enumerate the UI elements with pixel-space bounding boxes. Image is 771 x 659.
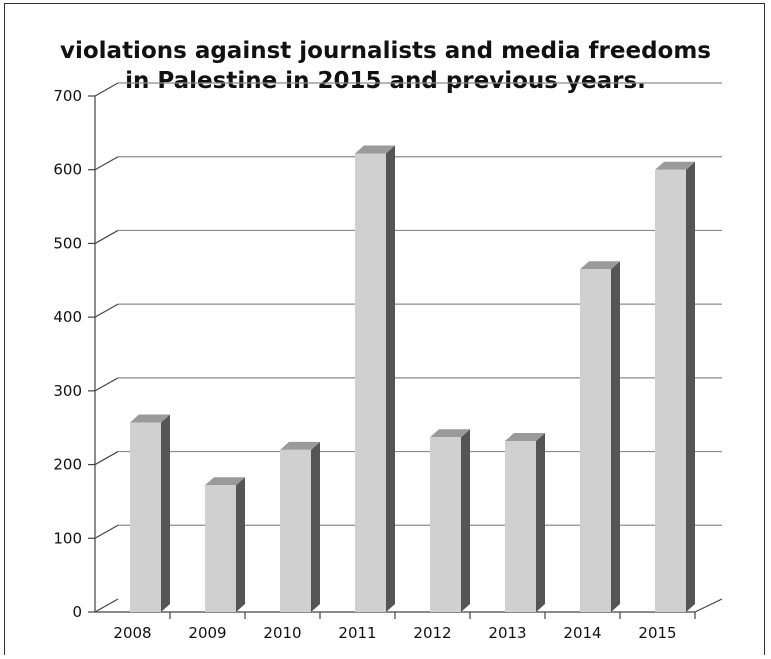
- chart-title-line-2: in Palestine in 2015 and previous years.: [125, 68, 646, 94]
- gridline-depth: [94, 377, 119, 392]
- bar-top: [130, 414, 170, 423]
- x-tick-label: 2009: [188, 624, 226, 642]
- bar-top: [580, 261, 620, 270]
- chart-title: violations against journalists and media…: [0, 36, 771, 96]
- x-tick-label: 2011: [338, 624, 376, 642]
- y-tick-label: 500: [53, 234, 82, 252]
- chart-frame: [4, 3, 765, 655]
- bar-front: [205, 485, 236, 612]
- bar-front: [355, 153, 386, 613]
- bar-front: [280, 449, 311, 612]
- bar-top: [355, 145, 395, 154]
- gridlines: [94, 82, 722, 613]
- bar: [280, 441, 320, 612]
- y-tick-label: 400: [53, 308, 82, 326]
- x-tick-label: 2014: [563, 624, 601, 642]
- gridline-depth: [94, 303, 119, 318]
- y-tick-label: 200: [53, 456, 82, 474]
- bar-front: [580, 269, 611, 612]
- bar-front: [655, 169, 686, 612]
- bar-side: [311, 441, 320, 612]
- bar-side: [236, 477, 245, 612]
- bar-side: [161, 414, 170, 612]
- bars: [130, 145, 695, 613]
- y-tick-labels: 0 100 200 300 400 500 600 700: [53, 87, 82, 621]
- gridline-depth: [94, 156, 119, 171]
- bar-top: [280, 441, 320, 450]
- bar: [505, 432, 545, 612]
- chart-title-line-1: violations against journalists and media…: [59, 38, 711, 64]
- bar-side: [461, 429, 470, 612]
- bar-top: [655, 161, 695, 170]
- x-tick-label: 2013: [488, 624, 526, 642]
- bar: [655, 161, 695, 612]
- y-tick-label: 700: [53, 87, 82, 105]
- bar-top: [505, 432, 545, 441]
- axes: [88, 95, 723, 619]
- bar-side: [386, 145, 395, 613]
- bar-front: [130, 422, 161, 612]
- bar-front: [505, 440, 536, 612]
- y-tick-label: 100: [53, 529, 82, 547]
- bar-top: [430, 429, 470, 438]
- y-tick-label: 300: [53, 382, 82, 400]
- bar: [355, 145, 395, 613]
- x-tick-label: 2008: [113, 624, 151, 642]
- bar-front: [430, 437, 461, 612]
- y-tick-label: 0: [72, 603, 82, 621]
- gridline-depth: [94, 524, 119, 539]
- y-tick-label: 600: [53, 161, 82, 179]
- bar-side: [536, 432, 545, 612]
- bar-side: [611, 261, 620, 612]
- floor-right-edge: [694, 598, 723, 613]
- bar: [580, 261, 620, 612]
- x-tick-label: 2010: [263, 624, 301, 642]
- gridline-depth: [94, 451, 119, 466]
- x-tick-label: 2012: [413, 624, 451, 642]
- bar-top: [205, 477, 245, 486]
- gridline-depth: [94, 82, 119, 97]
- x-tick-label: 2015: [638, 624, 676, 642]
- x-tick-labels: 2008 2009 2010 2011 2012 2013 2014 2015: [113, 624, 676, 642]
- bar: [130, 414, 170, 612]
- bar-side: [686, 161, 695, 612]
- bar: [430, 429, 470, 612]
- gridline-depth: [94, 598, 119, 613]
- bar: [205, 477, 245, 612]
- gridline-depth: [94, 229, 119, 244]
